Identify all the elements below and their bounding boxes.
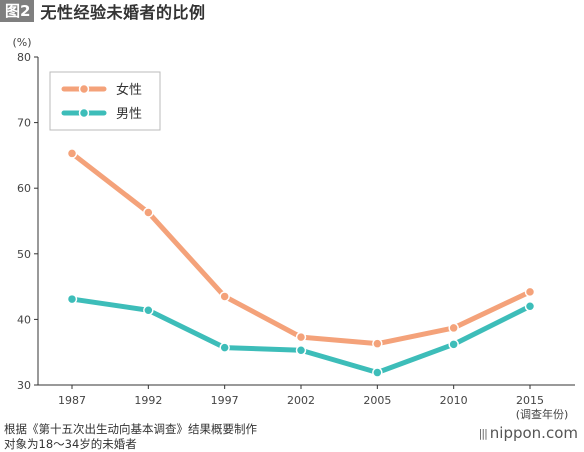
- data-point: [219, 342, 230, 353]
- target-note: 对象为18～34岁的未婚者: [4, 437, 137, 451]
- data-point: [143, 207, 154, 218]
- figure-title: 无性经验未婚者的比例: [40, 3, 206, 22]
- y-axis-unit: (%): [12, 36, 31, 49]
- y-tick-label: 80: [17, 51, 31, 64]
- y-tick-label: 30: [17, 379, 31, 392]
- brand-mark-icon: |||: [478, 426, 488, 440]
- data-point: [143, 304, 154, 316]
- data-point: [372, 367, 383, 378]
- legend-swatch-marker: [78, 107, 90, 119]
- legend-box: [49, 71, 161, 131]
- data-point: [372, 338, 383, 349]
- x-tick-label: 2005: [363, 394, 391, 407]
- x-tick-label: 1997: [211, 394, 239, 407]
- brand-logo: ||| nippon.com: [479, 424, 578, 442]
- x-axis-title: (调查年份): [516, 407, 569, 420]
- series-line-female: [69, 150, 533, 347]
- data-point: [295, 344, 307, 356]
- x-tick-label: 1992: [134, 394, 162, 407]
- legend-swatch-marker: [78, 83, 90, 95]
- data-point: [66, 293, 78, 305]
- data-point: [524, 301, 536, 312]
- y-tick-label: 50: [17, 248, 31, 261]
- x-tick-label: 2002: [287, 394, 315, 407]
- legend-label: 女性: [116, 82, 142, 98]
- data-point: [219, 291, 230, 302]
- brand-name: nippon.com: [489, 424, 578, 442]
- data-point: [66, 148, 78, 159]
- data-point: [448, 339, 459, 350]
- legend-label: 男性: [116, 107, 142, 122]
- y-tick-label: 70: [17, 117, 31, 130]
- x-tick-label: 1987: [58, 394, 86, 407]
- data-point: [295, 331, 307, 343]
- source-note: 根据《第十五次出生动向基本调查》结果概要制作: [4, 422, 257, 436]
- data-point: [524, 286, 536, 298]
- figure-header: 图2 无性经验未婚者的比例: [0, 0, 205, 22]
- line-chart: 30 40 50 60 70 80 (%) 1987 1992 1997 2002 2005 2010 2…: [12, 36, 575, 420]
- x-tick-label: 2010: [440, 394, 468, 407]
- x-tick-label: 2015: [516, 394, 544, 407]
- y-tick-label: 60: [17, 182, 31, 195]
- data-point: [448, 322, 459, 334]
- figure-label: 图2: [0, 0, 35, 22]
- y-tick-label: 40: [17, 313, 31, 326]
